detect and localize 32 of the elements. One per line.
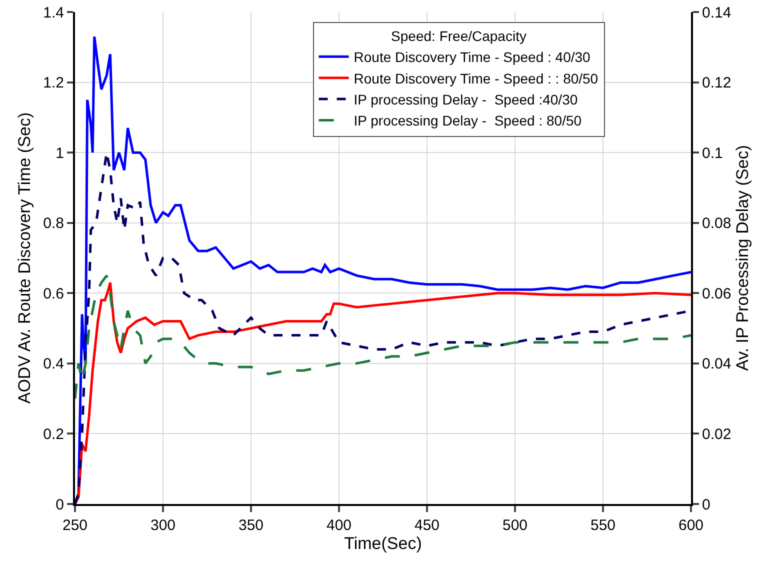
y2-tick-label: 0.14 xyxy=(702,4,732,22)
legend-label: IP processing Delay - Speed :40/30 xyxy=(354,92,578,108)
x-tick-label: 350 xyxy=(238,517,264,534)
y2-tick-label: 0 xyxy=(702,496,710,514)
y-tick-label: 0.2 xyxy=(43,426,64,443)
legend-label: IP processing Delay - Speed : 80/50 xyxy=(354,112,582,129)
legend-label: Route Discovery Time - Speed : : 80/50 xyxy=(354,70,598,86)
x-tick-label: 400 xyxy=(326,517,352,534)
y-tick-label: 0 xyxy=(56,496,64,514)
x-tick-label: 600 xyxy=(678,517,704,534)
y2-tick-label: 0.12 xyxy=(702,74,732,92)
y2-tick-label: 0.08 xyxy=(702,215,732,232)
y-tick-label: 0.4 xyxy=(43,356,64,373)
x-tick-label: 300 xyxy=(150,517,176,534)
x-axis-title: Time(Sec) xyxy=(344,534,422,553)
y2-tick-label: 0.02 xyxy=(702,426,732,443)
x-tick-label: 450 xyxy=(414,517,440,534)
y2-axis-title: Av. IP Processing Delay (Sec) xyxy=(733,145,752,371)
y-tick-label: 0.6 xyxy=(43,285,64,302)
y2-tick-label: 0.04 xyxy=(702,356,732,373)
y-tick-label: 1.2 xyxy=(43,74,64,92)
y-tick-label: 1 xyxy=(56,144,64,162)
legend-title: Speed: Free/Capacity xyxy=(391,28,526,44)
y-axis-title: AODV Av. Route Discovery Time (Sec) xyxy=(15,112,34,404)
y-tick-label: 0.8 xyxy=(43,215,64,232)
y-tick-label: 1.4 xyxy=(43,4,64,22)
x-tick-label: 550 xyxy=(590,517,616,534)
x-tick-label: 250 xyxy=(62,517,88,534)
legend-label: Route Discovery Time - Speed : 40/30 xyxy=(354,49,591,66)
x-tick-label: 500 xyxy=(502,517,528,534)
y2-tick-label: 0.1 xyxy=(702,144,723,162)
y2-tick-label: 0.06 xyxy=(702,285,732,302)
